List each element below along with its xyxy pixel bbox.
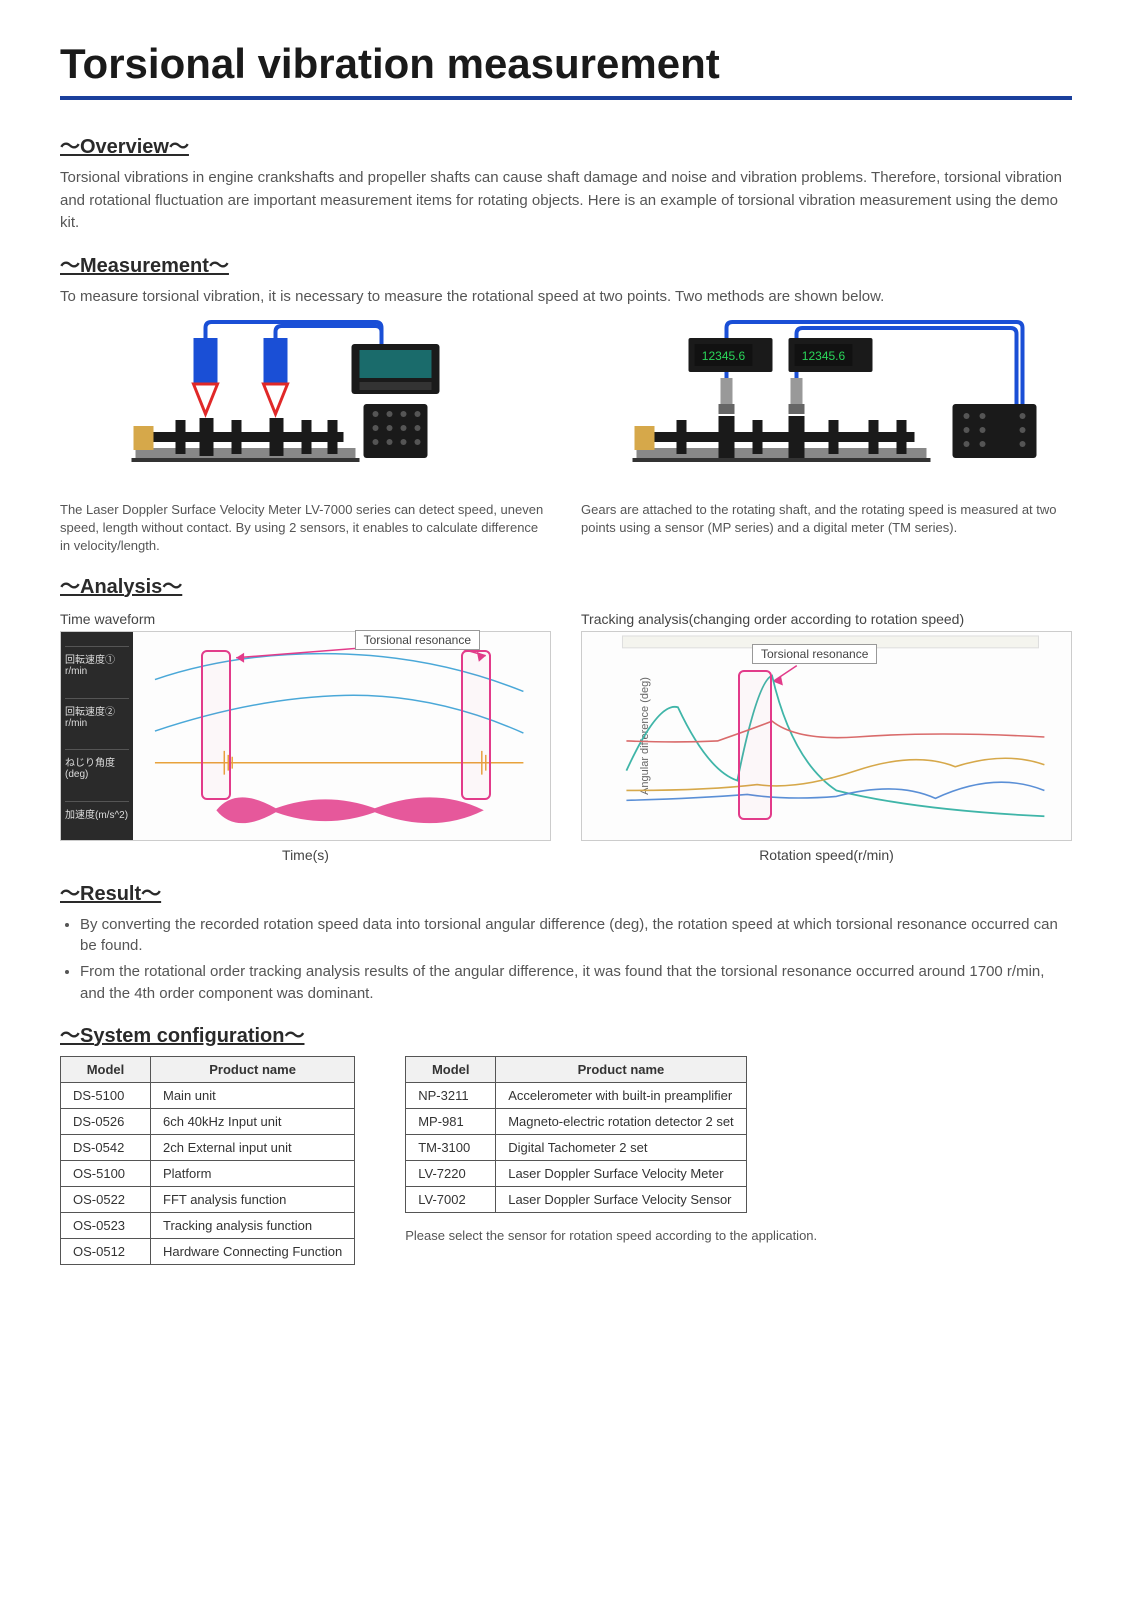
time-waveform-label: Time waveform xyxy=(60,611,551,627)
table-row: DS-05422ch External input unit xyxy=(61,1134,355,1160)
table-row: TM-3100Digital Tachometer 2 set xyxy=(406,1134,746,1160)
product-cell: Laser Doppler Surface Velocity Meter xyxy=(496,1160,746,1186)
model-cell: TM-3100 xyxy=(406,1134,496,1160)
result-item: From the rotational order tracking analy… xyxy=(80,961,1072,1005)
product-cell: Magneto-electric rotation detector 2 set xyxy=(496,1108,746,1134)
product-cell: 6ch 40kHz Input unit xyxy=(151,1108,355,1134)
model-cell: OS-0523 xyxy=(61,1212,151,1238)
measurement-text: To measure torsional vibration, it is ne… xyxy=(60,286,1072,309)
product-cell: FFT analysis function xyxy=(151,1186,355,1212)
product-cell: Accelerometer with built-in preamplifier xyxy=(496,1082,746,1108)
table-row: LV-7220Laser Doppler Surface Velocity Me… xyxy=(406,1160,746,1186)
table-row: OS-5100Platform xyxy=(61,1160,355,1186)
analysis-heading: ～Analysis～ xyxy=(60,570,1072,599)
table2-header-name: Product name xyxy=(496,1056,746,1082)
table-row: DS-5100Main unit xyxy=(61,1082,355,1108)
measurement-diagram-laser xyxy=(60,320,551,490)
table2-header-model: Model xyxy=(406,1056,496,1082)
model-cell: DS-5100 xyxy=(61,1082,151,1108)
time-x-axis: Time(s) xyxy=(60,847,551,863)
model-cell: DS-0542 xyxy=(61,1134,151,1160)
product-cell: Main unit xyxy=(151,1082,355,1108)
tracking-chart: Angular difference (deg) Torsional reson… xyxy=(581,631,1072,841)
table-row: OS-0522FFT analysis function xyxy=(61,1186,355,1212)
table-row: DS-05266ch 40kHz Input unit xyxy=(61,1108,355,1134)
method2-caption: Gears are attached to the rotating shaft… xyxy=(581,501,1072,537)
model-cell: OS-0522 xyxy=(61,1186,151,1212)
product-cell: Tracking analysis function xyxy=(151,1212,355,1238)
result-list: By converting the recorded rotation spee… xyxy=(80,914,1072,1005)
overview-text: Torsional vibrations in engine crankshaf… xyxy=(60,167,1072,235)
time-waveform-chart: 回転速度① r/min 回転速度② r/min ねじり角度(deg) 加速度(m… xyxy=(60,631,551,841)
product-cell: Laser Doppler Surface Velocity Sensor xyxy=(496,1186,746,1212)
table-note: Please select the sensor for rotation sp… xyxy=(405,1227,817,1245)
time-resonance-callout: Torsional resonance xyxy=(355,630,480,650)
model-cell: OS-5100 xyxy=(61,1160,151,1186)
system-heading: ～System configuration～ xyxy=(60,1019,1072,1048)
product-cell: 2ch External input unit xyxy=(151,1134,355,1160)
table-row: OS-0512Hardware Connecting Function xyxy=(61,1238,355,1264)
table-row: MP-981Magneto-electric rotation detector… xyxy=(406,1108,746,1134)
page-title: Torsional vibration measurement xyxy=(60,40,1072,88)
table1-header-name: Product name xyxy=(151,1056,355,1082)
model-cell: LV-7002 xyxy=(406,1186,496,1212)
method1-caption: The Laser Doppler Surface Velocity Meter… xyxy=(60,501,551,556)
table1-header-model: Model xyxy=(61,1056,151,1082)
table-row: OS-0523Tracking analysis function xyxy=(61,1212,355,1238)
model-cell: LV-7220 xyxy=(406,1160,496,1186)
model-cell: NP-3211 xyxy=(406,1082,496,1108)
config-table-1: Model Product name DS-5100Main unitDS-05… xyxy=(60,1056,355,1265)
tracking-resonance-callout: Torsional resonance xyxy=(752,644,877,664)
table-row: LV-7002Laser Doppler Surface Velocity Se… xyxy=(406,1186,746,1212)
result-item: By converting the recorded rotation spee… xyxy=(80,914,1072,958)
svg-text:12345.6: 12345.6 xyxy=(702,349,746,363)
tracking-label: Tracking analysis(changing order accordi… xyxy=(581,611,1072,627)
svg-text:12345.6: 12345.6 xyxy=(802,349,846,363)
config-table-2: Model Product name NP-3211Accelerometer … xyxy=(405,1056,746,1213)
product-cell: Digital Tachometer 2 set xyxy=(496,1134,746,1160)
model-cell: DS-0526 xyxy=(61,1108,151,1134)
model-cell: OS-0512 xyxy=(61,1238,151,1264)
table-row: NP-3211Accelerometer with built-in pream… xyxy=(406,1082,746,1108)
overview-heading: ～Overview～ xyxy=(60,130,1072,159)
result-heading: ～Result～ xyxy=(60,877,1072,906)
product-cell: Platform xyxy=(151,1160,355,1186)
measurement-heading: ～Measurement～ xyxy=(60,249,1072,278)
model-cell: MP-981 xyxy=(406,1108,496,1134)
measurement-diagram-gear: 12345.6 12345.6 xyxy=(581,320,1072,490)
product-cell: Hardware Connecting Function xyxy=(151,1238,355,1264)
tracking-x-axis: Rotation speed(r/min) xyxy=(581,847,1072,863)
title-rule xyxy=(60,96,1072,100)
